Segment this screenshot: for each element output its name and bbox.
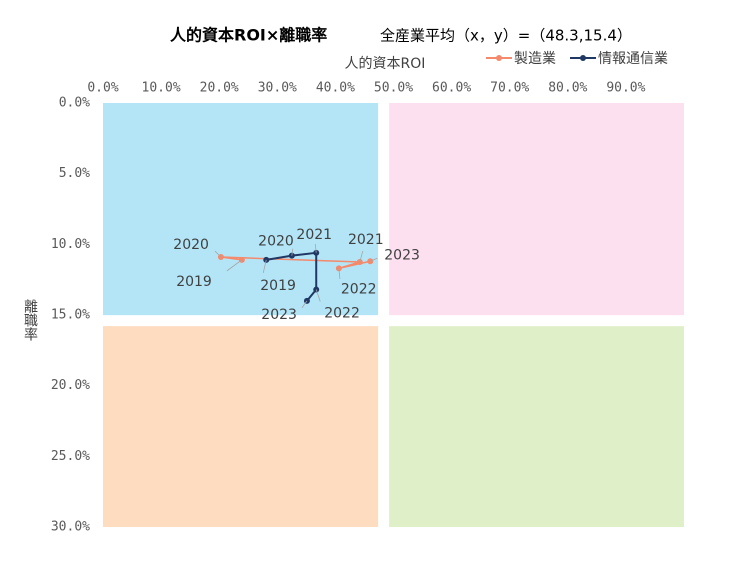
- y-tick-label: 25.0%: [51, 449, 90, 464]
- data-label: 2019: [176, 274, 212, 290]
- x-tick-label: 40.0%: [316, 81, 355, 96]
- leader-line: [370, 257, 378, 262]
- y-tick-label: 30.0%: [51, 520, 90, 535]
- data-label: 2022: [341, 281, 377, 297]
- data-label: 2019: [260, 278, 296, 294]
- x-tick-label: 50.0%: [374, 81, 413, 96]
- leader-line: [226, 259, 243, 272]
- y-tick-label: 10.0%: [51, 237, 90, 252]
- leader-line: [338, 268, 341, 279]
- x-tick-label: 90.0%: [606, 81, 645, 96]
- y-tick-label: 15.0%: [51, 308, 90, 323]
- data-label: 2020: [173, 237, 209, 253]
- leader-line: [359, 250, 364, 263]
- quadrant: [389, 103, 684, 316]
- data-label: 2023: [384, 247, 420, 263]
- leader-line: [315, 289, 321, 302]
- data-label: 2021: [296, 227, 332, 243]
- point: [288, 252, 295, 259]
- x-tick-label: 80.0%: [548, 81, 587, 96]
- y-tick-label: 0.0%: [59, 96, 90, 111]
- legend-label: 情報通信業: [598, 51, 668, 67]
- leader-line: [301, 300, 308, 309]
- legend-marker: [580, 55, 586, 61]
- legend-label: 製造業: [514, 51, 556, 67]
- x-tick-label: 0.0%: [87, 81, 118, 96]
- data-label: 2022: [324, 306, 360, 322]
- leader-line: [262, 259, 267, 273]
- quadrant: [103, 326, 379, 527]
- x-tick-label: 10.0%: [142, 81, 181, 96]
- legend-marker: [496, 55, 502, 61]
- x-axis-title: 人的資本ROI: [345, 56, 426, 72]
- y-tick-label: 5.0%: [59, 166, 90, 181]
- leader-line: [291, 248, 294, 256]
- data-label: 2020: [258, 234, 294, 250]
- leader-line: [314, 243, 317, 253]
- y-tick-label: 20.0%: [51, 378, 90, 393]
- x-tick-label: 70.0%: [490, 81, 529, 96]
- quadrant: [103, 103, 379, 316]
- leader-line: [214, 250, 222, 258]
- chart-title: 人的資本ROI×離職率: [170, 26, 327, 45]
- x-tick-label: 30.0%: [258, 81, 297, 96]
- data-label: 2023: [261, 307, 297, 323]
- data-label: 2021: [348, 232, 384, 248]
- y-axis-title: 離職率: [22, 298, 38, 341]
- chart-subtitle: 全産業平均（x，y）=（48.3,15.4）: [380, 27, 632, 45]
- x-tick-label: 60.0%: [432, 81, 471, 96]
- x-tick-label: 20.0%: [200, 81, 239, 96]
- quadrant: [389, 326, 684, 527]
